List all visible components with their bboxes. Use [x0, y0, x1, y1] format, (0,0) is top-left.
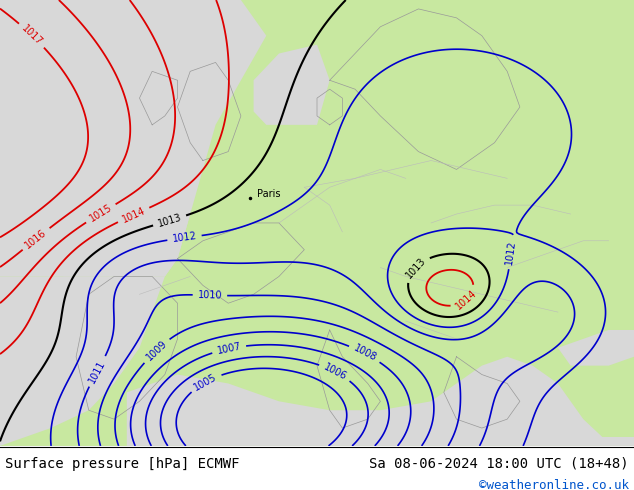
- Polygon shape: [558, 330, 634, 366]
- Polygon shape: [0, 276, 165, 446]
- Text: 1012: 1012: [172, 231, 197, 245]
- Text: Sa 08-06-2024 18:00 UTC (18+48): Sa 08-06-2024 18:00 UTC (18+48): [369, 457, 629, 470]
- Polygon shape: [127, 357, 634, 446]
- Text: 1016: 1016: [23, 227, 49, 250]
- Text: 1005: 1005: [193, 372, 219, 392]
- Text: 1017: 1017: [20, 23, 44, 48]
- Text: 1011: 1011: [87, 358, 107, 385]
- Text: 1008: 1008: [351, 343, 378, 364]
- Text: 1013: 1013: [157, 212, 183, 229]
- Text: 1014: 1014: [454, 288, 479, 312]
- Polygon shape: [0, 0, 266, 276]
- Text: ©weatheronline.co.uk: ©weatheronline.co.uk: [479, 479, 629, 490]
- Polygon shape: [63, 201, 190, 276]
- Text: Paris: Paris: [257, 189, 280, 199]
- Polygon shape: [254, 45, 330, 125]
- Text: 1012: 1012: [505, 239, 518, 265]
- Text: 1015: 1015: [87, 202, 114, 224]
- Text: 1014: 1014: [120, 205, 147, 224]
- Text: 1010: 1010: [198, 290, 223, 301]
- Text: 1013: 1013: [404, 255, 427, 280]
- Text: 1006: 1006: [322, 362, 348, 382]
- Text: 1009: 1009: [144, 339, 169, 363]
- Text: 1007: 1007: [216, 341, 242, 356]
- Text: Surface pressure [hPa] ECMWF: Surface pressure [hPa] ECMWF: [5, 457, 240, 470]
